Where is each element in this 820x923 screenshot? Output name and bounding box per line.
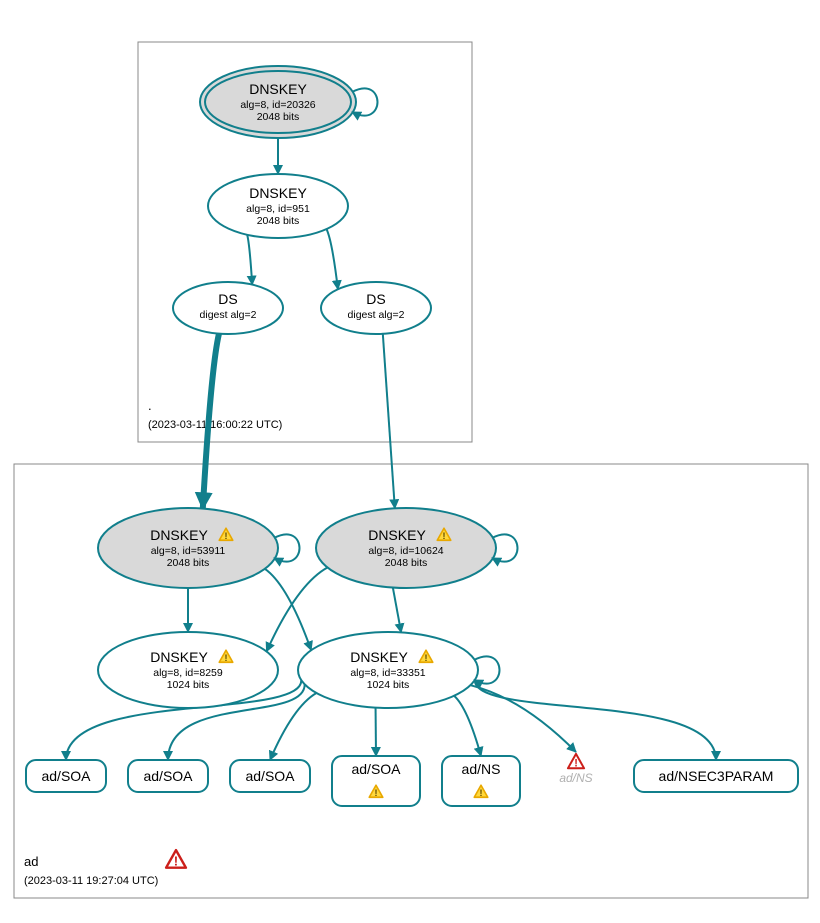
- zone-label: .: [148, 398, 152, 413]
- edge-ad_zsk2-rr5: [454, 696, 481, 756]
- svg-text:!: !: [425, 653, 428, 663]
- node-line2: alg=8, id=33351: [350, 667, 425, 679]
- node-line2: digest alg=2: [348, 309, 405, 321]
- node-ad_ksk2: DNSKEY!alg=8, id=106242048 bits: [316, 508, 518, 588]
- node-title: DNSKEY: [350, 649, 408, 665]
- node-rr3: ad/SOA: [230, 760, 310, 792]
- dnssec-diagram: . (2023-03-11 16:00:22 UTC) ad (2023-03-11 …: [0, 0, 820, 923]
- node-line3: 1024 bits: [367, 679, 410, 691]
- node-line3: 2048 bits: [385, 557, 428, 569]
- node-rr1: ad/SOA: [26, 760, 106, 792]
- node-line3: 2048 bits: [257, 111, 300, 123]
- rr-label: ad/SOA: [245, 768, 295, 784]
- edge-ds2-ad_ksk2: [383, 334, 395, 509]
- edge-ad_zsk2-rr6: [470, 685, 576, 752]
- node-rr7: ad/NSEC3PARAM: [634, 760, 798, 792]
- node-ds1: DS digest alg=2: [173, 282, 283, 334]
- node-root_zsk: DNSKEY alg=8, id=9512048 bits: [208, 174, 348, 238]
- rr-label: ad/SOA: [41, 768, 91, 784]
- rr-label: ad/NS: [462, 761, 501, 777]
- rr-label-missing: ad/NS: [559, 771, 592, 785]
- node-title: DNSKEY: [249, 185, 307, 201]
- edge-root_zsk-ds1: [247, 235, 252, 285]
- node-title: DS: [218, 291, 237, 307]
- node-line2: alg=8, id=10624: [368, 545, 443, 557]
- node-line2: alg=8, id=8259: [153, 667, 223, 679]
- svg-text:!: !: [225, 531, 228, 541]
- node-line3: 2048 bits: [257, 215, 300, 227]
- node-line2: alg=8, id=20326: [240, 99, 315, 111]
- node-title: DNSKEY: [150, 649, 208, 665]
- node-line3: 2048 bits: [167, 557, 210, 569]
- svg-text:!: !: [574, 758, 578, 770]
- node-rr6: !ad/NS: [559, 754, 592, 785]
- node-title: DS: [366, 291, 385, 307]
- rr-label: ad/NSEC3PARAM: [659, 768, 774, 784]
- svg-text:!: !: [480, 788, 483, 798]
- node-root_ksk: DNSKEY alg=8, id=203262048 bits: [200, 66, 378, 138]
- svg-text:!: !: [174, 854, 178, 869]
- node-line2: alg=8, id=951: [246, 203, 310, 215]
- node-title: DNSKEY: [150, 527, 208, 543]
- zone-label: ad: [24, 854, 38, 869]
- node-ds2: DS digest alg=2: [321, 282, 431, 334]
- zone-timestamp: (2023-03-11 16:00:22 UTC): [148, 419, 282, 431]
- node-ad_zsk1: DNSKEY!alg=8, id=82591024 bits: [98, 632, 278, 708]
- svg-text:!: !: [443, 531, 446, 541]
- zone-timestamp: (2023-03-11 19:27:04 UTC): [24, 875, 158, 887]
- edge-root_zsk-ds2: [326, 229, 337, 289]
- node-rr2: ad/SOA: [128, 760, 208, 792]
- node-rr4: ad/SOA!: [332, 756, 420, 806]
- edge-ad_zsk2-rr3: [270, 693, 316, 760]
- svg-text:!: !: [225, 653, 228, 663]
- node-ad_zsk2: DNSKEY!alg=8, id=333511024 bits: [298, 632, 500, 708]
- node-line2: alg=8, id=53911: [151, 545, 226, 557]
- edge-ad_ksk2-ad_zsk2: [393, 588, 401, 633]
- rr-label: ad/SOA: [351, 761, 401, 777]
- node-rr5: ad/NS!: [442, 756, 520, 806]
- node-title: DNSKEY: [249, 81, 307, 97]
- node-layer: DNSKEYalg=8, id=203262048 bitsDNSKEYalg=…: [26, 66, 798, 806]
- rr-label: ad/SOA: [143, 768, 193, 784]
- node-title: DNSKEY: [368, 527, 426, 543]
- svg-text:!: !: [375, 788, 378, 798]
- node-line2: digest alg=2: [200, 309, 257, 321]
- node-line3: 1024 bits: [167, 679, 210, 691]
- node-ad_ksk1: DNSKEY! alg=8, id=539112048 bits: [98, 508, 300, 588]
- edge-ad_zsk2-rr7: [475, 680, 716, 760]
